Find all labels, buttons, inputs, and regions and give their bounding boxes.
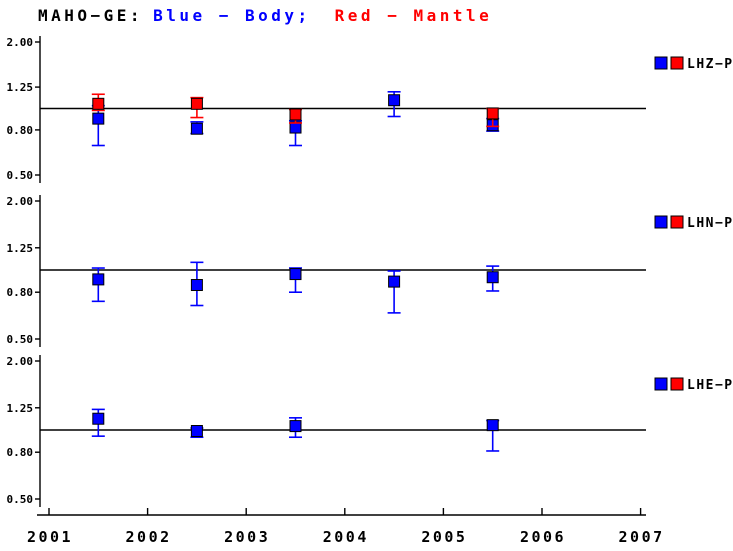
legend-swatch-body — [654, 56, 668, 70]
y-tick-label: 2.00 — [7, 355, 34, 368]
legend-swatch-body — [654, 377, 668, 391]
x-tick-label: 2002 — [126, 528, 172, 546]
legend-swatch-mantle — [670, 377, 684, 391]
y-tick-label: 0.50 — [7, 333, 34, 346]
data-point-marker — [289, 108, 302, 121]
y-tick-label: 0.80 — [7, 446, 34, 459]
body-wave-legend-text: Blue − Body; — [153, 6, 311, 25]
y-tick-label: 0.80 — [7, 124, 34, 137]
y-tick-label: 2.00 — [7, 36, 34, 49]
data-point-marker — [190, 425, 203, 438]
data-point-marker — [486, 419, 499, 432]
y-tick-label: 0.50 — [7, 493, 34, 506]
y-tick-label: 1.25 — [7, 81, 34, 94]
data-point-marker — [486, 271, 499, 284]
y-tick-label: 0.50 — [7, 169, 34, 182]
x-tick-label: 2001 — [27, 528, 73, 546]
x-tick-label: 2003 — [224, 528, 270, 546]
x-tick-label: 2004 — [323, 528, 369, 546]
x-tick-label: 2007 — [619, 528, 665, 546]
y-tick-label: 0.80 — [7, 286, 34, 299]
legend-swatch-mantle — [670, 56, 684, 70]
data-point-marker — [92, 112, 105, 125]
data-point-marker — [190, 122, 203, 135]
data-point-marker — [388, 94, 401, 107]
data-point-marker — [92, 412, 105, 425]
y-tick-label: 1.25 — [7, 402, 34, 415]
data-point-marker — [289, 420, 302, 433]
legend-swatch-body — [654, 215, 668, 229]
data-point-marker — [92, 273, 105, 286]
data-point-marker — [190, 97, 203, 110]
mantle-wave-legend-text: Red − Mantle — [334, 6, 493, 25]
data-point-marker — [92, 97, 105, 110]
data-point-marker — [388, 275, 401, 288]
x-tick-label: 2006 — [520, 528, 566, 546]
y-tick-label: 1.25 — [7, 242, 34, 255]
legend-channel-label: LHZ−P — [687, 57, 733, 72]
station-name: MAHO−GE: — [38, 6, 144, 25]
data-point-marker — [289, 268, 302, 281]
data-point-marker — [486, 107, 499, 120]
legend-channel-label: LHN−P — [687, 216, 733, 231]
data-point-marker — [190, 279, 203, 292]
chart-title: MAHO−GE: Blue − Body; Red − Mantle — [38, 6, 492, 25]
legend-channel-label: LHE−P — [687, 378, 733, 393]
x-tick-label: 2005 — [421, 528, 467, 546]
legend-swatch-mantle — [670, 215, 684, 229]
y-tick-label: 2.00 — [7, 195, 34, 208]
